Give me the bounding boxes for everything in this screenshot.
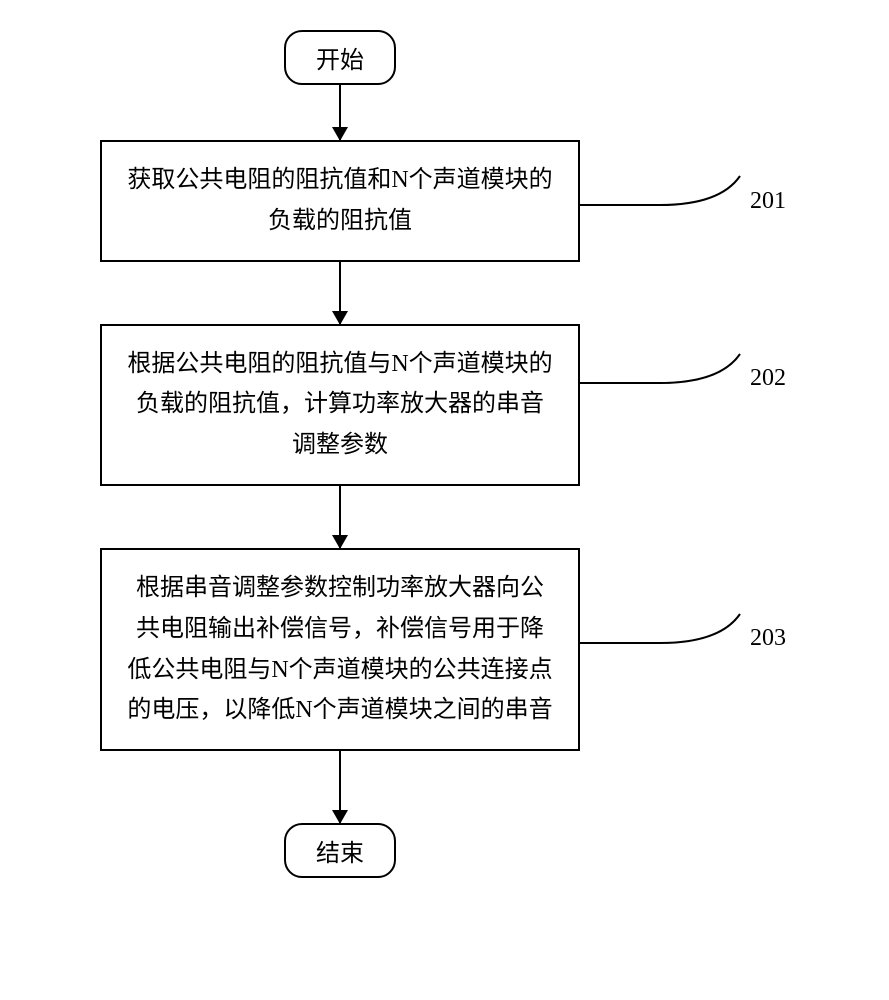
start-text: 开始 <box>316 48 364 74</box>
label-203: 203 <box>750 625 786 652</box>
arrow-3 <box>100 486 580 548</box>
arrow-4 <box>100 751 580 823</box>
connector-202 <box>580 348 750 408</box>
label-202: 202 <box>750 365 786 392</box>
arrow-line-4 <box>339 751 341 823</box>
start-node: 开始 <box>284 30 396 85</box>
end-node: 结束 <box>284 823 396 878</box>
arrow-line-1 <box>339 85 341 140</box>
process-202: 根据公共电阻的阻抗值与N个声道模块的负载的阻抗值，计算功率放大器的串音调整参数 <box>100 324 580 486</box>
process-203: 根据串音调整参数控制功率放大器向公共电阻输出补偿信号，补偿信号用于降低公共电阻与… <box>100 548 580 751</box>
arrow-line-3 <box>339 486 341 548</box>
process-201: 获取公共电阻的阻抗值和N个声道模块的负载的阻抗值 <box>100 140 580 262</box>
flowchart-container: 开始 获取公共电阻的阻抗值和N个声道模块的负载的阻抗值 根据公共电阻的阻抗值与N… <box>100 30 800 878</box>
end-row: 结束 <box>100 823 580 878</box>
arrow-line-2 <box>339 262 341 324</box>
arrow-2 <box>100 262 580 324</box>
arrow-1 <box>100 85 580 140</box>
process-201-text: 获取公共电阻的阻抗值和N个声道模块的负载的阻抗值 <box>127 167 552 234</box>
connector-201 <box>580 170 750 230</box>
end-text: 结束 <box>316 841 364 867</box>
process-202-text: 根据公共电阻的阻抗值与N个声道模块的负载的阻抗值，计算功率放大器的串音调整参数 <box>127 351 552 459</box>
process-203-text: 根据串音调整参数控制功率放大器向公共电阻输出补偿信号，补偿信号用于降低公共电阻与… <box>127 575 552 723</box>
start-row: 开始 <box>100 30 580 85</box>
connector-203 <box>580 608 750 668</box>
label-201: 201 <box>750 188 786 215</box>
